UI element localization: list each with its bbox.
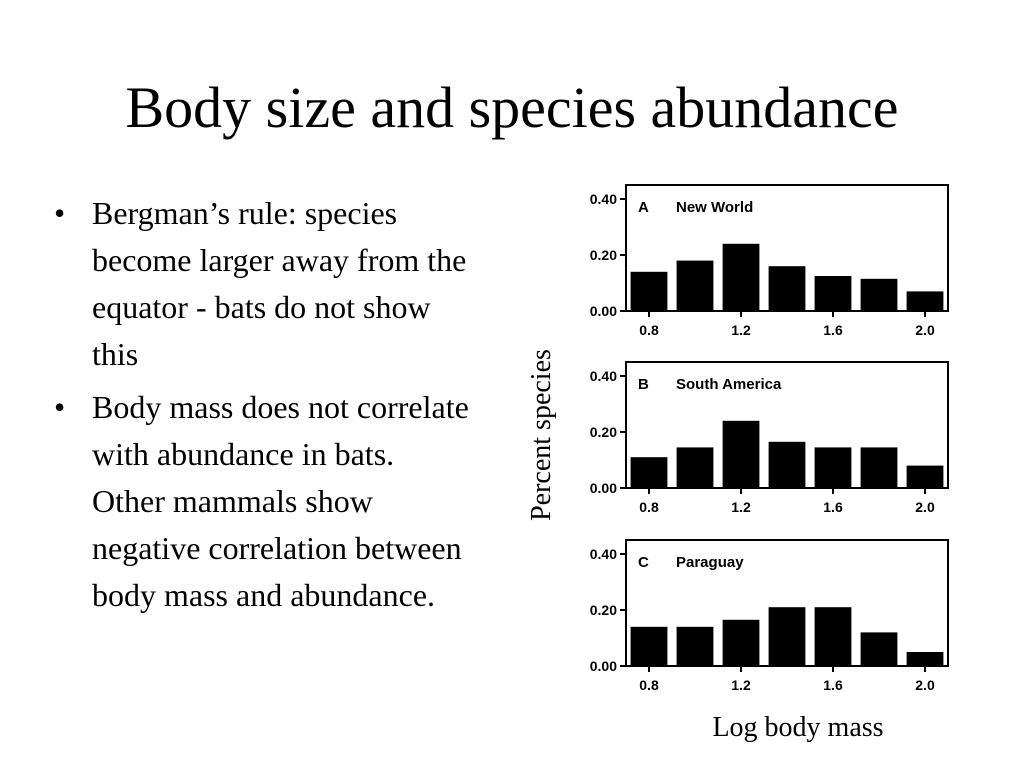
histogram-bar <box>722 243 760 311</box>
histogram-bar <box>860 278 898 311</box>
y-tick-label: 0.00 <box>590 480 617 496</box>
histogram-bar <box>768 607 806 666</box>
histogram-bar <box>630 626 668 666</box>
histogram-bar <box>676 447 714 488</box>
y-axis-label: Percent species <box>526 349 557 521</box>
panel-title: New World <box>676 199 753 216</box>
histogram-bar <box>676 260 714 311</box>
histogram-bar <box>860 447 898 488</box>
x-tick-label: 1.6 <box>823 677 843 693</box>
bullet-list: • Bergman’s rule: species become larger … <box>52 190 472 625</box>
histogram-bar <box>768 266 806 311</box>
histogram-bar <box>906 465 944 488</box>
x-tick-label: 0.8 <box>639 677 659 693</box>
y-tick-label: 0.00 <box>590 303 617 319</box>
bullet-dot: • <box>54 195 66 231</box>
x-tick-label: 0.8 <box>639 499 659 515</box>
x-tick-label: 1.6 <box>823 322 843 338</box>
histogram-bar <box>860 632 898 666</box>
histogram-bar <box>630 271 668 311</box>
histogram-bar <box>722 420 760 488</box>
y-tick-label: 0.20 <box>590 602 617 618</box>
x-tick-label: 2.0 <box>915 322 935 338</box>
panel-title: South America <box>676 376 782 393</box>
bullet-dot: • <box>54 389 66 425</box>
y-tick-label: 0.40 <box>590 546 617 562</box>
histogram-bar <box>676 626 714 666</box>
histogram-bar <box>906 652 944 666</box>
y-tick-label: 0.40 <box>590 368 617 384</box>
y-tick-label: 0.20 <box>590 424 617 440</box>
y-tick-label: 0.00 <box>590 658 617 674</box>
histogram-bar <box>906 291 944 311</box>
histogram-bar <box>814 447 852 488</box>
x-tick-label: 1.6 <box>823 499 843 515</box>
x-tick-label: 2.0 <box>915 499 935 515</box>
y-tick-label: 0.40 <box>590 191 617 207</box>
x-tick-label: 1.2 <box>731 677 751 693</box>
y-tick-label: 0.20 <box>590 247 617 263</box>
panel-title: Paraguay <box>676 554 744 571</box>
slide-title: Body size and species abundance <box>125 75 899 140</box>
bullet-item: • Body mass does not correlate with abun… <box>52 384 472 619</box>
histogram-bar <box>814 607 852 666</box>
histogram-chart: 0.40 0.20 0.00 0.8 1.2 1.6 2.0 A New World 0.40 0.… <box>526 184 949 743</box>
histogram-bar <box>768 441 806 488</box>
panel-letter: C <box>638 554 649 571</box>
histogram-bar <box>722 619 760 666</box>
x-tick-label: 1.2 <box>731 322 751 338</box>
bullet-item: • Bergman’s rule: species become larger … <box>52 190 472 378</box>
x-axis-label: Log body mass <box>712 712 883 743</box>
histogram-bar <box>814 276 852 311</box>
bullet-text: Bergman’s rule: species become larger aw… <box>92 195 467 372</box>
panel-letter: B <box>638 376 649 393</box>
panel-letter: A <box>638 199 649 216</box>
bullet-text: Body mass does not correlate with abunda… <box>92 389 469 613</box>
x-tick-label: 0.8 <box>639 322 659 338</box>
x-tick-label: 2.0 <box>915 677 935 693</box>
histogram-bar <box>630 457 668 488</box>
x-tick-label: 1.2 <box>731 499 751 515</box>
